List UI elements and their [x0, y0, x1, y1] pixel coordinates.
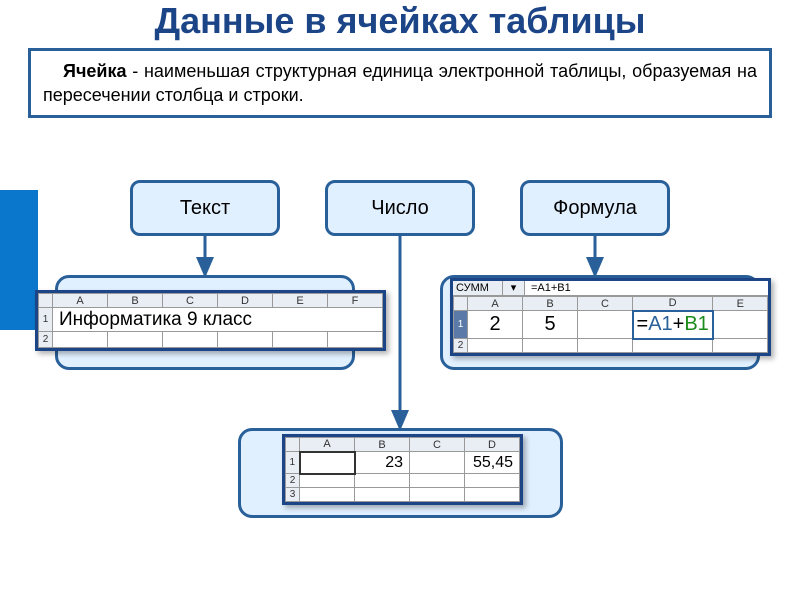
definition-box: Ячейка - наименьшая структурная единица … — [28, 48, 772, 119]
spreadsheet-formula-example: СУММ▾=A1+B1ABCDE125=A1+B12 — [450, 278, 771, 356]
type-box-number: Число — [325, 180, 475, 236]
type-box-formula: Формула — [520, 180, 670, 236]
spreadsheet-number-example: ABCD12355,4523 — [282, 434, 523, 505]
definition-text: - наименьшая структурная единица электро… — [43, 61, 757, 105]
definition-term: Ячейка — [63, 61, 126, 81]
spreadsheet-text-example: ABCDEF1Информатика 9 класс2 — [35, 290, 386, 351]
page-title: Данные в ячейках таблицы — [0, 0, 800, 40]
sidebar-accent — [0, 190, 38, 330]
type-box-text: Текст — [130, 180, 280, 236]
